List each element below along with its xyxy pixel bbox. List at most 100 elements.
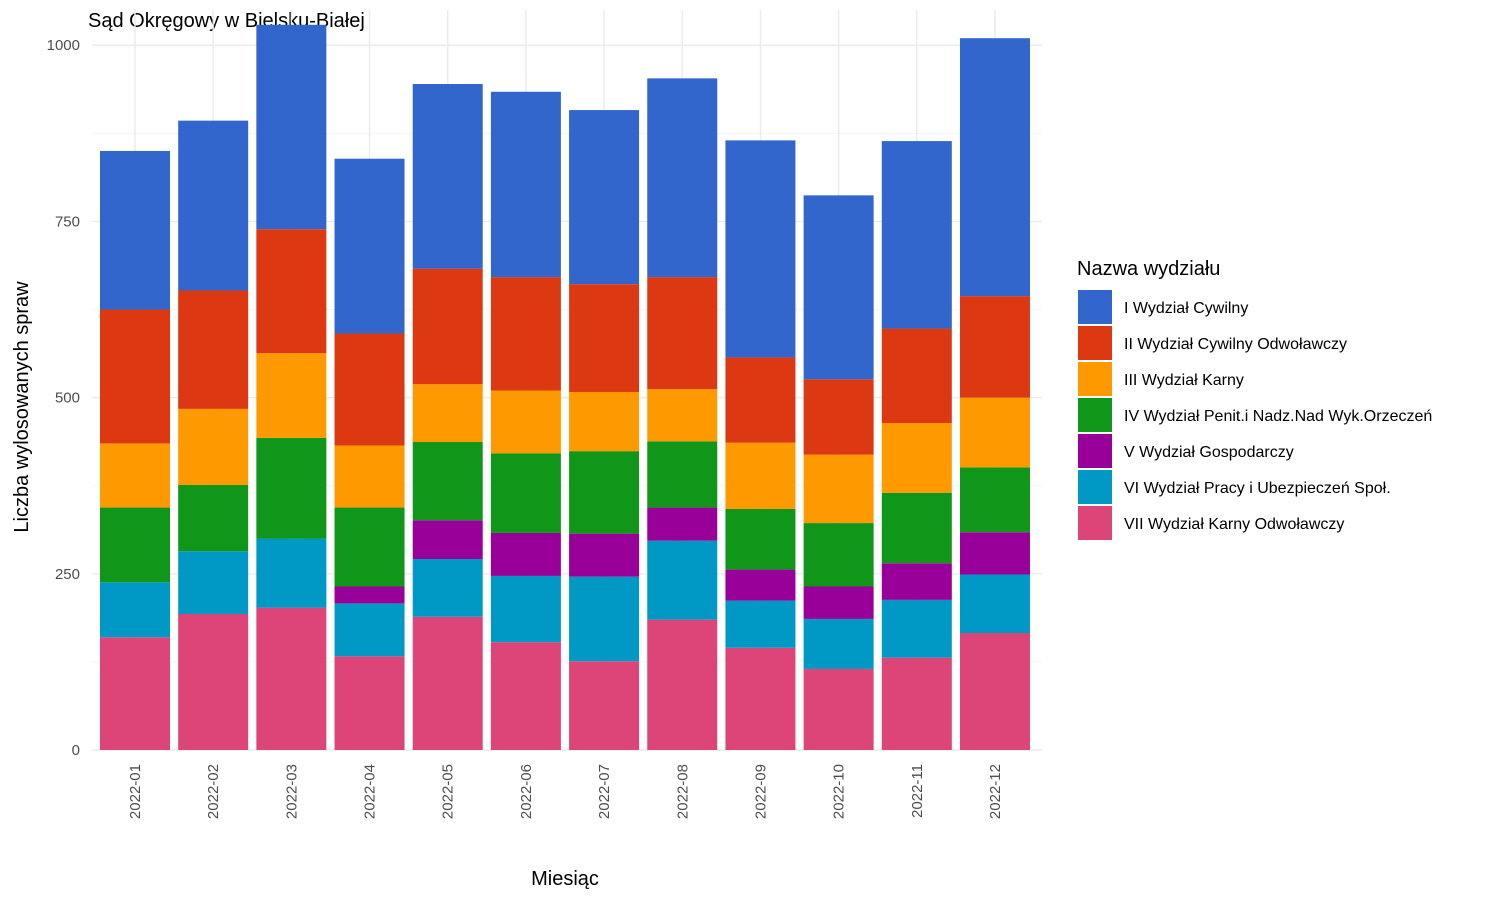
bar-segment bbox=[100, 150, 170, 310]
bar-segment bbox=[881, 492, 952, 564]
bar-segment bbox=[959, 397, 1030, 468]
y-tick-label: 500 bbox=[55, 390, 80, 407]
bar-segment bbox=[803, 454, 874, 524]
bar-segment bbox=[725, 357, 796, 443]
bar-segment bbox=[569, 391, 640, 452]
bar-segment bbox=[490, 453, 561, 533]
bar-segment bbox=[803, 586, 874, 619]
bar-segment bbox=[803, 668, 874, 750]
bar-segment bbox=[569, 284, 640, 392]
x-tick-label: 2022-02 bbox=[205, 764, 222, 819]
bar-segment bbox=[334, 603, 405, 657]
bar-segment bbox=[569, 576, 640, 662]
bar-segment bbox=[100, 443, 170, 508]
x-tick-label: 2022-12 bbox=[987, 764, 1004, 819]
bar-segment bbox=[959, 467, 1030, 533]
bar-segment bbox=[412, 268, 483, 385]
y-tick-label: 750 bbox=[55, 213, 80, 230]
bar-segment bbox=[647, 277, 718, 390]
bar-segment bbox=[881, 422, 952, 493]
bar-segment bbox=[334, 333, 405, 446]
y-axis-ticks: 0 250 500 750 1000 bbox=[47, 37, 80, 759]
x-tick-label: 2022-11 bbox=[909, 764, 926, 818]
legend-swatch bbox=[1078, 470, 1112, 504]
bar-segment bbox=[881, 141, 952, 329]
legend-label: VI Wydział Pracy i Ubezpieczeń Społ. bbox=[1124, 480, 1391, 497]
bar-segment bbox=[178, 408, 249, 486]
x-tick-label: 2022-04 bbox=[362, 764, 379, 819]
bar-segment bbox=[647, 619, 718, 750]
bar-segment bbox=[959, 532, 1030, 575]
bar-segment bbox=[412, 559, 483, 617]
legend-label: IV Wydział Penit.i Nadz.Nad Wyk.Orzeczeń bbox=[1124, 408, 1432, 425]
bar-segment bbox=[256, 24, 327, 230]
bar-segment bbox=[412, 384, 483, 443]
bar-segment bbox=[256, 538, 327, 608]
legend-swatch bbox=[1078, 506, 1112, 540]
legend-label: III Wydział Karny bbox=[1124, 372, 1244, 389]
bar-segment bbox=[881, 328, 952, 423]
bar-segment bbox=[569, 110, 640, 285]
bar-segment bbox=[803, 523, 874, 587]
legend-swatch bbox=[1078, 326, 1112, 360]
bar-segment bbox=[803, 379, 874, 455]
bar-segment bbox=[256, 437, 327, 539]
bar-segment bbox=[959, 296, 1030, 398]
bar-segment bbox=[803, 195, 874, 380]
bar-segment bbox=[100, 582, 170, 638]
legend-swatch bbox=[1078, 398, 1112, 432]
bar-segment bbox=[959, 633, 1030, 750]
bar-segment bbox=[647, 507, 718, 541]
x-tick-label: 2022-08 bbox=[674, 764, 691, 819]
bar-segment bbox=[412, 84, 483, 269]
bar-segment bbox=[178, 485, 249, 552]
bar-segment bbox=[647, 540, 718, 620]
x-tick-label: 2022-01 bbox=[127, 764, 144, 819]
bar-segment bbox=[725, 600, 796, 648]
bar-segment bbox=[725, 140, 796, 358]
bar-segment bbox=[412, 442, 483, 521]
legend-label: I Wydział Cywilny bbox=[1124, 300, 1248, 317]
bar-segment bbox=[100, 637, 170, 750]
bar-segment bbox=[178, 290, 249, 409]
legend: Nazwa wydziału I Wydział Cywilny II Wydzi… bbox=[1077, 258, 1432, 540]
bar-segment bbox=[881, 563, 952, 600]
bar-segment bbox=[334, 586, 405, 604]
bar-segment bbox=[334, 445, 405, 508]
bar-segment bbox=[881, 657, 952, 750]
bar-segment bbox=[100, 507, 170, 583]
bar-segment bbox=[412, 520, 483, 560]
bar-segment bbox=[490, 532, 561, 576]
y-axis-title: Liczba wylosowanych spraw bbox=[11, 281, 33, 533]
legend-label: II Wydział Cywilny Odwoławczy bbox=[1124, 336, 1347, 353]
bars bbox=[100, 24, 1030, 750]
y-tick-label: 250 bbox=[55, 566, 80, 583]
y-tick-label: 0 bbox=[72, 742, 80, 759]
bar-segment bbox=[569, 451, 640, 534]
bar-segment bbox=[647, 78, 718, 278]
bar-segment bbox=[178, 551, 249, 614]
bar-segment bbox=[569, 661, 640, 750]
legend-swatch bbox=[1078, 434, 1112, 468]
legend-swatch bbox=[1078, 362, 1112, 396]
x-tick-label: 2022-09 bbox=[752, 764, 769, 819]
bar-segment bbox=[647, 441, 718, 508]
x-tick-label: 2022-05 bbox=[440, 764, 457, 819]
bar-segment bbox=[178, 120, 249, 291]
bar-segment bbox=[959, 38, 1030, 297]
bar-segment bbox=[725, 647, 796, 750]
bar-segment bbox=[490, 642, 561, 750]
legend-swatch bbox=[1078, 290, 1112, 324]
bar-segment bbox=[881, 599, 952, 658]
bar-segment bbox=[959, 574, 1030, 634]
bar-segment bbox=[569, 533, 640, 577]
x-tick-label: 2022-03 bbox=[283, 764, 300, 819]
x-tick-label: 2022-06 bbox=[518, 764, 535, 819]
x-axis-ticks: 2022-01 2022-02 2022-03 2022-04 2022-05 2022-… bbox=[127, 764, 1004, 819]
bar-segment bbox=[334, 507, 405, 587]
x-tick-label: 2022-07 bbox=[596, 764, 613, 819]
bar-segment bbox=[490, 91, 561, 278]
bar-segment bbox=[256, 229, 327, 354]
bar-segment bbox=[100, 309, 170, 444]
